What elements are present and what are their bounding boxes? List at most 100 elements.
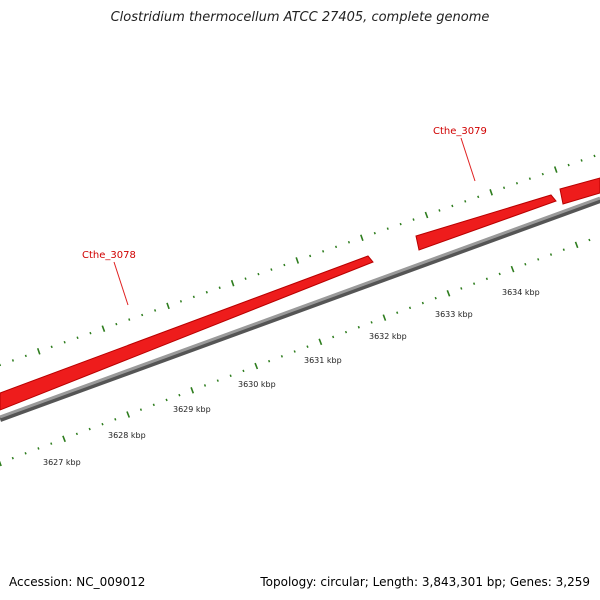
inner-tick-mark [408,306,412,310]
outer-tick-mark [283,263,286,267]
outer-tick-mark [373,231,376,235]
genome-summary-text: Topology: circular; Length: 3,843,301 bp… [260,575,590,589]
outer-tick-mark [386,227,389,230]
inner-tick-mark [588,238,591,242]
outer-tick-mark [464,200,467,203]
axis-label-3633: 3633 kbp [435,310,473,319]
inner-tick-mark [498,272,501,276]
outer-tick-mark [128,318,131,321]
outer-tick-mark [541,172,544,176]
inner-tick-mark [421,301,424,305]
gene-label-cthe-3079[interactable]: Cthe_3079 [433,126,487,137]
axis-label-3630: 3630 kbp [238,380,276,389]
outer-tick-mark [218,286,221,290]
outer-tick-mark [515,181,519,185]
outer-tick-mark [424,211,429,219]
inner-tick-mark [537,258,540,261]
inner-tick-mark [460,287,463,290]
inner-tick-mark [75,432,78,436]
outer-tick-mark [205,290,208,294]
inner-tick-mark [11,456,14,460]
gene-leader-cthe-3079 [460,137,476,182]
outer-tick-mark [153,309,157,312]
outer-tick-mark [438,209,441,212]
outer-tick-mark [399,222,402,226]
accession-text: Accession: NC_009012 [9,575,146,589]
axis-label-3629: 3629 kbp [173,405,211,414]
inner-tick-mark [510,265,515,273]
outer-tick-mark [295,257,300,264]
inner-tick-mark [62,435,66,443]
inner-tick-mark [165,398,168,402]
inner-tick-mark [332,335,335,339]
inner-tick-mark [216,379,219,382]
outer-tick-mark [321,250,325,253]
outer-tick-mark [89,331,92,335]
axis-labels: 3627 kbp 3628 kbp 3629 kbp 3630 kbp 3631… [43,288,540,467]
outer-tick-mark [412,218,415,221]
gene-label-cthe-3078[interactable]: Cthe_3078 [82,250,136,261]
gene-leader-cthe-3078 [113,261,129,306]
inner-tick-mark [50,442,53,445]
outer-tick-mark [270,268,273,271]
inner-tick-mark [152,403,155,407]
outer-tick-mark [141,313,144,317]
outer-tick-mark [502,186,506,190]
inner-tick-mark [446,290,451,297]
gene-arrow-cthe-3079[interactable] [415,194,557,251]
inner-tick-mark [485,277,488,281]
outer-tick-mark [334,245,338,249]
outer-tick-mark [166,302,170,310]
outer-tick-mark [593,154,596,158]
axis-label-3634: 3634 kbp [502,288,540,297]
outer-tick-mark [257,272,260,276]
inner-tick-mark [434,296,437,300]
inner-tick-mark [37,447,40,450]
outer-tick-mark [24,354,27,358]
inner-tick-mark [306,345,309,348]
inner-tick-mark [357,325,360,329]
outer-tick-mark [230,279,235,287]
inner-tick-mark [370,321,373,324]
axis-label-3627: 3627 kbp [43,458,81,467]
inner-tick-mark [24,452,27,455]
outer-tick-mark [309,254,312,258]
inner-tick-mark [229,374,232,378]
inner-tick-mark [280,355,284,358]
axis-label-3631: 3631 kbp [304,356,342,365]
outer-tick-mark [11,359,15,362]
inner-tick-mark [382,314,387,321]
inner-tick-mark [178,393,181,397]
inner-tick-mark [114,418,117,421]
inner-tick-mark [268,359,271,363]
outer-tick-mark [179,300,183,303]
inner-tick-mark [524,262,527,266]
outer-tick-mark [63,340,66,344]
inner-tick-mark [396,311,399,314]
inner-tick-mark [0,460,2,467]
gene-arrow-next[interactable] [559,177,600,205]
outer-tick-mark [347,240,351,244]
outer-tick-mark [50,345,53,349]
inner-tick-mark [190,387,195,394]
outer-tick-mark [451,204,454,208]
outer-tick-mark [244,277,247,280]
outer-tick-mark [360,234,364,242]
outer-tick-mark [567,163,570,167]
gene-arrow-cthe-3078[interactable] [0,255,374,411]
inner-tick-mark [203,384,207,387]
inner-tick-mark [344,330,348,334]
inner-tick-mark [88,427,91,431]
inner-tick-mark [126,411,131,418]
outer-tick-mark [76,336,79,340]
axis-label-3628: 3628 kbp [108,431,146,440]
inner-tick-mark [574,241,579,249]
inner-tick-mark [472,282,476,285]
outer-tick-mark [580,159,583,162]
outer-tick-mark [192,295,195,299]
inner-tick-mark [254,362,259,370]
inner-tick-track [0,238,591,467]
outer-tick-mark [553,166,558,173]
outer-tick-mark [489,189,493,196]
